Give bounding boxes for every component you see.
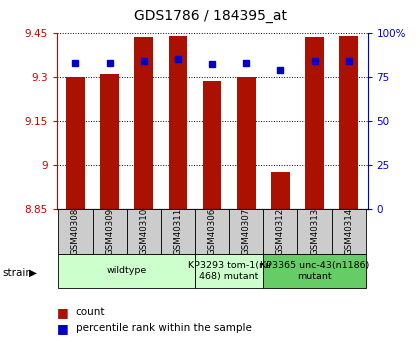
Bar	[237, 77, 256, 209]
Bar	[66, 77, 85, 209]
Text: ▶: ▶	[29, 268, 37, 278]
Text: GSM40313: GSM40313	[310, 208, 319, 255]
Text: count: count	[76, 307, 105, 317]
Bar	[168, 36, 187, 209]
Text: GSM40310: GSM40310	[139, 208, 148, 255]
Text: ■: ■	[57, 306, 68, 319]
Bar	[332, 209, 366, 254]
Bar	[297, 209, 332, 254]
Bar	[339, 36, 358, 209]
Bar	[58, 209, 92, 254]
Text: GSM40307: GSM40307	[242, 208, 251, 255]
Text: wildtype: wildtype	[107, 266, 147, 275]
Bar	[271, 172, 290, 209]
Bar	[127, 209, 161, 254]
Text: GSM40314: GSM40314	[344, 208, 353, 255]
Text: GSM40309: GSM40309	[105, 208, 114, 255]
Bar	[100, 74, 119, 209]
Text: KP3293 tom-1(nu
468) mutant: KP3293 tom-1(nu 468) mutant	[188, 261, 270, 280]
Text: GSM40308: GSM40308	[71, 208, 80, 255]
Bar	[92, 209, 127, 254]
Bar	[229, 209, 263, 254]
Text: KP3365 unc-43(n1186)
mutant: KP3365 unc-43(n1186) mutant	[260, 261, 369, 280]
Bar	[195, 254, 263, 288]
Text: GSM40312: GSM40312	[276, 208, 285, 255]
Bar	[195, 209, 229, 254]
Text: GSM40311: GSM40311	[173, 208, 182, 255]
Bar	[263, 209, 297, 254]
Text: GDS1786 / 184395_at: GDS1786 / 184395_at	[134, 9, 286, 23]
Bar	[305, 37, 324, 209]
Bar	[134, 37, 153, 209]
Text: strain: strain	[2, 268, 32, 278]
Bar	[161, 209, 195, 254]
Text: percentile rank within the sample: percentile rank within the sample	[76, 324, 252, 333]
Bar	[58, 254, 195, 288]
Text: GSM40306: GSM40306	[207, 208, 217, 255]
Text: ■: ■	[57, 322, 68, 335]
Bar	[203, 81, 221, 209]
Bar	[263, 254, 366, 288]
